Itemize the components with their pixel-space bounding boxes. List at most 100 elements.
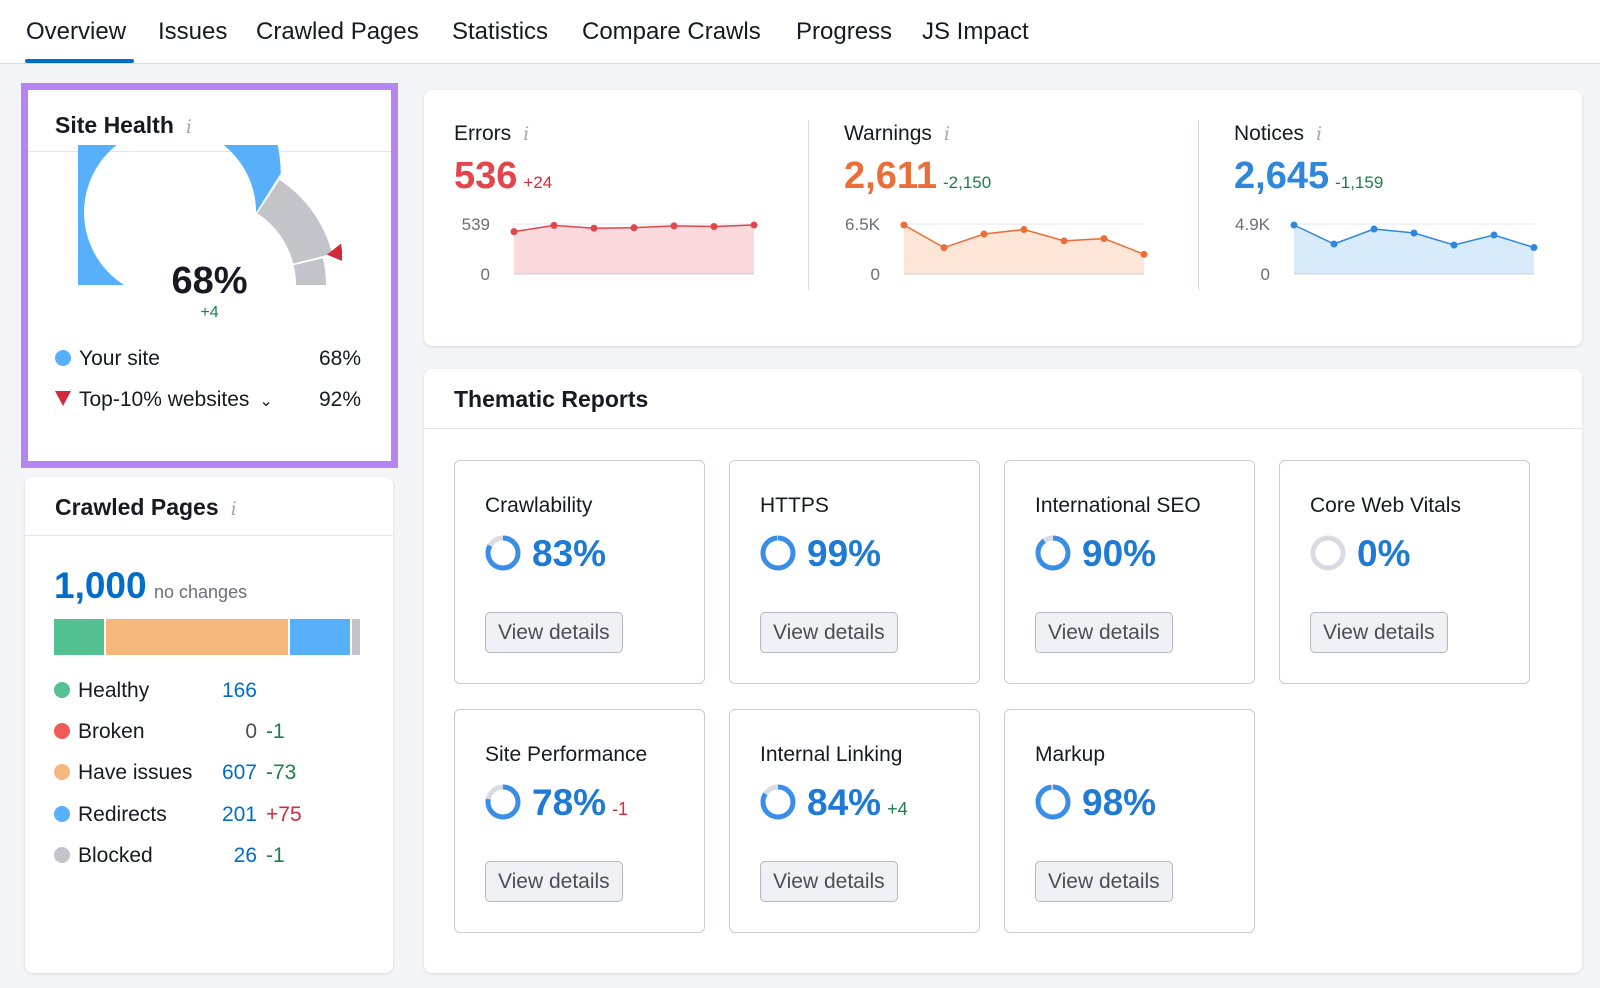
metric-value-number[interactable]: 536 bbox=[454, 155, 518, 197]
report-score-value: 98% bbox=[1082, 782, 1157, 823]
crawled-row-value[interactable]: 166 bbox=[221, 679, 257, 702]
sparkline-point bbox=[710, 223, 718, 231]
view-details-button[interactable]: View details bbox=[485, 861, 623, 902]
redirects-dot bbox=[54, 805, 70, 822]
view-details-button[interactable]: View details bbox=[1035, 861, 1173, 902]
info-icon[interactable]: i bbox=[230, 498, 237, 520]
view-details-button[interactable]: View details bbox=[1035, 612, 1173, 653]
ring-fill bbox=[1035, 784, 1071, 820]
report-name: Crawlability bbox=[485, 494, 593, 517]
view-details-button[interactable]: View details bbox=[1310, 612, 1448, 653]
y-axis-max-label: 539 bbox=[462, 215, 490, 234]
progress-ring-icon bbox=[1035, 535, 1071, 571]
divider bbox=[424, 428, 1582, 429]
issues-summary-card: Errors i 536 +24 539 0 Warnings i 2,611 -2,150 6.5… bbox=[424, 90, 1582, 346]
ring-fill bbox=[485, 535, 521, 571]
tab-bar: Overview Issues Crawled Pages Statistics… bbox=[0, 0, 1600, 64]
sparkline-point bbox=[980, 230, 988, 238]
legend-your-site: Your site bbox=[55, 347, 160, 371]
broken-dot bbox=[54, 723, 70, 740]
bar-segment-redirects[interactable] bbox=[289, 619, 351, 655]
metric-warnings: Warnings i 2,611 -2,150 6.5K 0 bbox=[844, 90, 1224, 340]
your-site-dot bbox=[55, 350, 71, 366]
metric-notices: Notices i 2,645 -1,159 4.9K 0 bbox=[1234, 90, 1600, 340]
y-axis-max-label: 4.9K bbox=[1235, 215, 1271, 234]
sparkline-point bbox=[1450, 241, 1458, 249]
report-score-value: 0% bbox=[1357, 533, 1411, 574]
sparkline-point bbox=[1060, 237, 1068, 245]
report-score-value: 90% bbox=[1082, 533, 1157, 574]
active-tab-indicator bbox=[25, 59, 134, 63]
crawled-row-value[interactable]: 26 bbox=[233, 843, 257, 867]
site-health-title-text: Site Health bbox=[55, 112, 174, 138]
report-name: Internal Linking bbox=[760, 743, 903, 766]
crawled-row-label: Have issues bbox=[78, 761, 193, 785]
crawled-total[interactable]: 1,000 bbox=[54, 565, 147, 606]
crawled-note: no changes bbox=[154, 582, 248, 602]
report-name: Core Web Vitals bbox=[1310, 494, 1461, 517]
sparkline-point bbox=[750, 221, 758, 229]
report-score-value: 84% bbox=[807, 782, 882, 823]
sparkline-point bbox=[1100, 235, 1108, 243]
site-health-card: Site Health i 68% +4 Your site 68% Top-10… bbox=[21, 83, 398, 468]
metric-value[interactable]: 536 +24 bbox=[454, 155, 552, 198]
separator bbox=[1198, 120, 1199, 290]
info-icon[interactable]: i bbox=[185, 116, 192, 138]
metric-value[interactable]: 2,611 -2,150 bbox=[844, 155, 991, 198]
crawled-row-value[interactable]: 201 bbox=[221, 802, 257, 826]
report-crawlability: Crawlability 83% View details bbox=[454, 460, 705, 684]
tab-issues[interactable]: Issues bbox=[158, 18, 228, 45]
report-score: 99% bbox=[807, 533, 881, 575]
metric-value-number[interactable]: 2,611 bbox=[844, 155, 937, 197]
report-name: Site Performance bbox=[485, 743, 648, 766]
tab-js-impact[interactable]: JS Impact bbox=[922, 18, 1029, 45]
sparkline-point bbox=[940, 244, 948, 252]
tab-compare-crawls[interactable]: Compare Crawls bbox=[582, 18, 761, 45]
crawled-row-label: Healthy bbox=[78, 679, 150, 702]
top-10-marker bbox=[326, 243, 342, 261]
report-core-web-vitals: Core Web Vitals 0% View details bbox=[1279, 460, 1530, 684]
sparkline-point bbox=[550, 221, 558, 229]
gauge-rest-arc bbox=[293, 258, 326, 285]
report-score: 83% bbox=[532, 533, 606, 575]
bar-segment-have-issues[interactable] bbox=[105, 619, 288, 655]
chevron-down-icon[interactable]: ⌄ bbox=[259, 393, 273, 410]
metric-value[interactable]: 2,645 -1,159 bbox=[1234, 155, 1383, 198]
info-icon[interactable]: i bbox=[943, 123, 950, 145]
view-details-button[interactable]: View details bbox=[760, 861, 898, 902]
view-details-button[interactable]: View details bbox=[760, 612, 898, 653]
report-https: HTTPS 99% View details bbox=[729, 460, 980, 684]
have-issues-dot bbox=[54, 764, 70, 781]
crawled-row-redirects: Redirects bbox=[54, 803, 167, 827]
report-name: International SEO bbox=[1035, 494, 1201, 517]
metric-label: Notices i bbox=[1234, 122, 1322, 146]
thematic-reports-card: Thematic Reports Crawlability 83% View det… bbox=[424, 369, 1582, 973]
site-health-score: 68% bbox=[171, 260, 248, 302]
metric-label-text: Notices bbox=[1234, 122, 1305, 145]
info-icon[interactable]: i bbox=[523, 123, 530, 145]
sparkline-point bbox=[900, 221, 908, 229]
tab-statistics[interactable]: Statistics bbox=[452, 18, 549, 45]
info-icon[interactable]: i bbox=[1316, 123, 1323, 145]
tab-crawled-pages[interactable]: Crawled Pages bbox=[256, 18, 419, 45]
bar-segment-healthy[interactable] bbox=[54, 619, 104, 655]
bar-segment-blocked[interactable] bbox=[352, 619, 360, 655]
tab-progress[interactable]: Progress bbox=[796, 18, 893, 45]
metric-label-text: Errors bbox=[454, 122, 512, 145]
crawled-row-label: Redirects bbox=[78, 802, 167, 826]
legend-top-10[interactable]: Top-10% websites ⌄ bbox=[55, 388, 273, 412]
sparkline-area bbox=[904, 225, 1144, 274]
crawled-row-value[interactable]: 607 bbox=[221, 761, 257, 785]
report-score: 84% +4 bbox=[807, 782, 908, 824]
site-health-title: Site Health i bbox=[55, 112, 192, 139]
sparkline-point bbox=[630, 224, 638, 232]
site-health-gauge bbox=[78, 145, 342, 285]
metric-value-number[interactable]: 2,645 bbox=[1234, 155, 1330, 197]
sparkline-point bbox=[1530, 244, 1538, 252]
crawled-row-delta: -1 bbox=[266, 843, 285, 867]
crawled-pages-bar bbox=[54, 619, 362, 655]
view-details-button[interactable]: View details bbox=[485, 612, 623, 653]
crawled-row-value: 0 bbox=[245, 720, 257, 744]
report-delta: +4 bbox=[887, 799, 908, 819]
tab-overview[interactable]: Overview bbox=[26, 18, 127, 45]
